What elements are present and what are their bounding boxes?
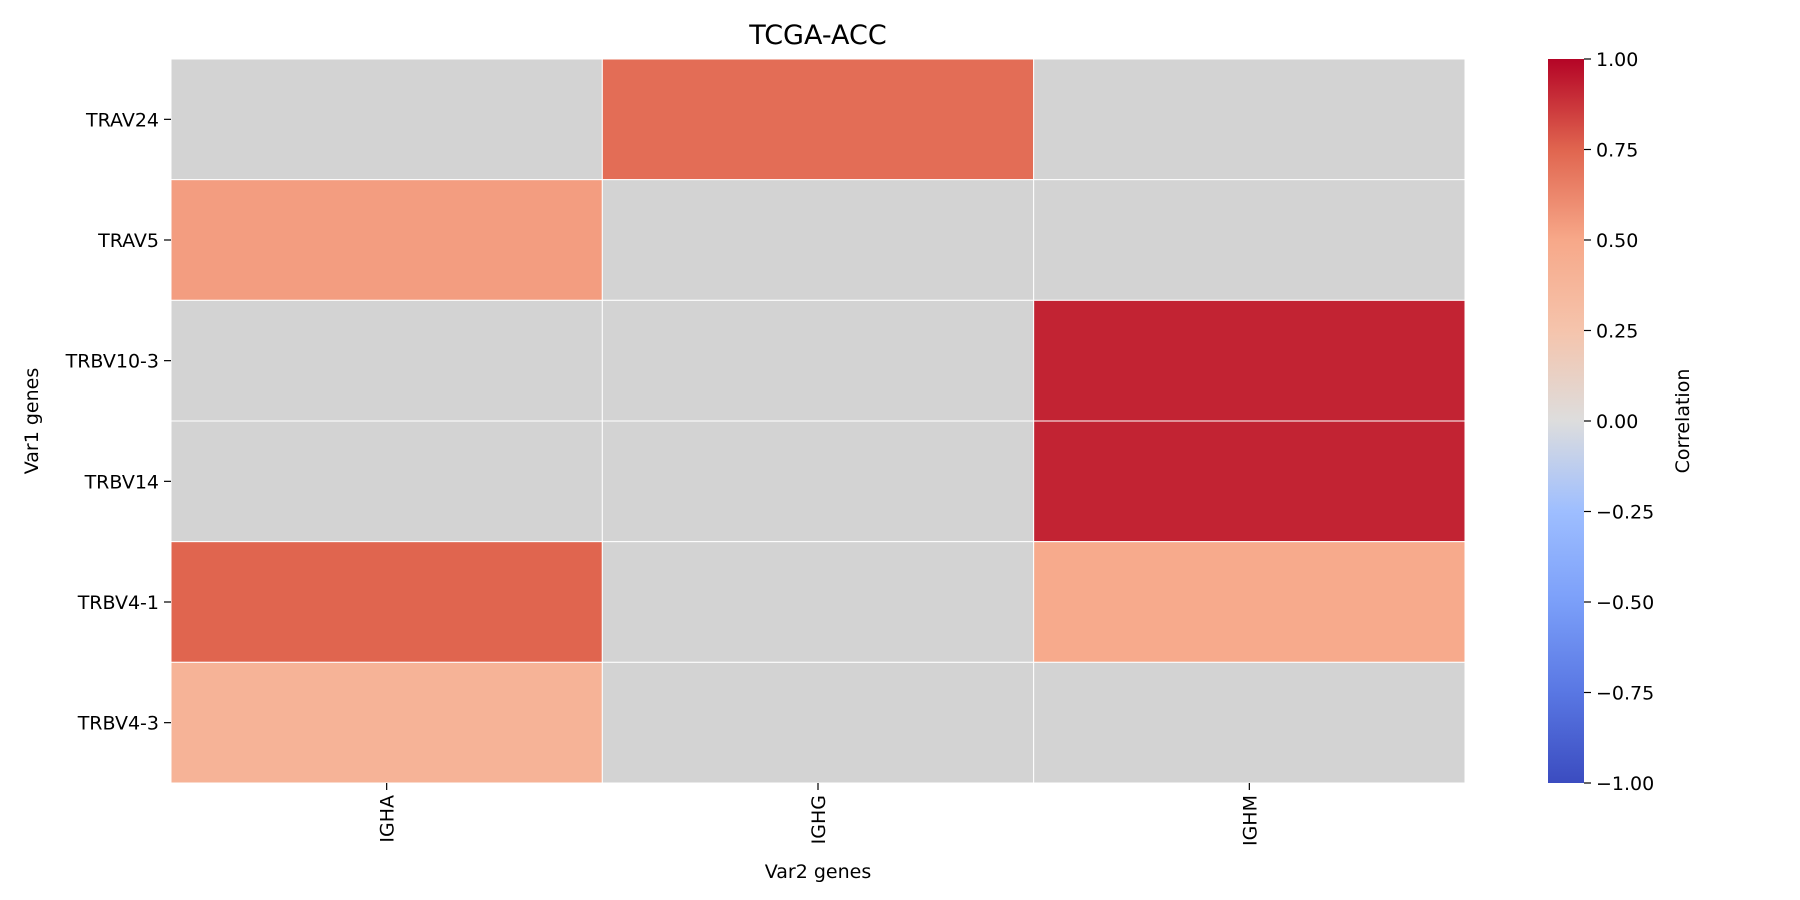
colorbar-tick-label: 0.00 <box>1596 411 1638 433</box>
y-tick-label: TRAV5 <box>97 230 159 252</box>
colorbar-tick-label: −1.00 <box>1596 773 1654 795</box>
colorbar-tick-label: −0.25 <box>1596 502 1654 524</box>
colorbar-tick-label: −0.50 <box>1596 592 1654 614</box>
y-tick-label: TRBV4-1 <box>77 592 159 614</box>
x-axis-label: Var2 genes <box>765 861 872 883</box>
colorbar-tick-label: 1.00 <box>1596 49 1638 71</box>
y-axis-ticks: TRAV24 TRAV5 TRBV10-3 TRBV14 TRBV4-1 TRBV4-3 <box>65 109 171 735</box>
heatmap-cell <box>601 661 1035 784</box>
heatmap-cell <box>1033 420 1466 543</box>
heatmap-cell <box>601 299 1035 422</box>
colorbar-label: Correlation <box>1672 369 1694 474</box>
y-tick-label: TRBV4-3 <box>77 713 159 735</box>
heatmap-cell <box>601 420 1035 543</box>
y-tick-label: TRAV24 <box>85 109 159 131</box>
heatmap-cell <box>601 179 1035 301</box>
colorbar <box>1548 59 1584 783</box>
heatmap-cell <box>170 661 603 784</box>
heatmap-cells <box>170 58 1466 784</box>
heatmap-cell <box>1033 299 1466 422</box>
x-axis-ticks: IGHA IGHG IGHM <box>377 783 1261 846</box>
y-tick-label: TRBV10-3 <box>65 351 159 373</box>
heatmap-cell <box>601 58 1035 181</box>
heatmap-cell <box>170 420 603 543</box>
x-tick-label: IGHG <box>808 795 830 844</box>
colorbar-tick-label: 0.50 <box>1596 230 1638 252</box>
heatmap-cell <box>1033 541 1466 663</box>
heatmap-cell <box>170 179 603 301</box>
colorbar-tick-label: 0.75 <box>1596 140 1638 162</box>
x-tick-label: IGHA <box>377 795 399 843</box>
heatmap-cell <box>170 58 603 181</box>
heatmap-cell <box>1033 661 1466 784</box>
x-tick-label: IGHM <box>1239 795 1261 846</box>
heatmap-cell <box>170 299 603 422</box>
chart-title: TCGA-ACC <box>748 20 886 51</box>
y-tick-label: TRBV14 <box>84 471 159 493</box>
heatmap-cell <box>1033 58 1466 181</box>
colorbar-tick-label: 0.25 <box>1596 321 1638 343</box>
colorbar-tick-label: −0.75 <box>1596 683 1654 705</box>
heatmap-cell <box>601 541 1035 663</box>
y-axis-label: Var1 genes <box>21 368 43 475</box>
colorbar-ticks: 1.00 0.75 0.50 0.25 0.00 −0.25 −0.50 −0.75 −1.00 <box>1584 49 1654 795</box>
heatmap-cell <box>170 541 603 663</box>
heatmap-cell <box>1033 179 1466 301</box>
